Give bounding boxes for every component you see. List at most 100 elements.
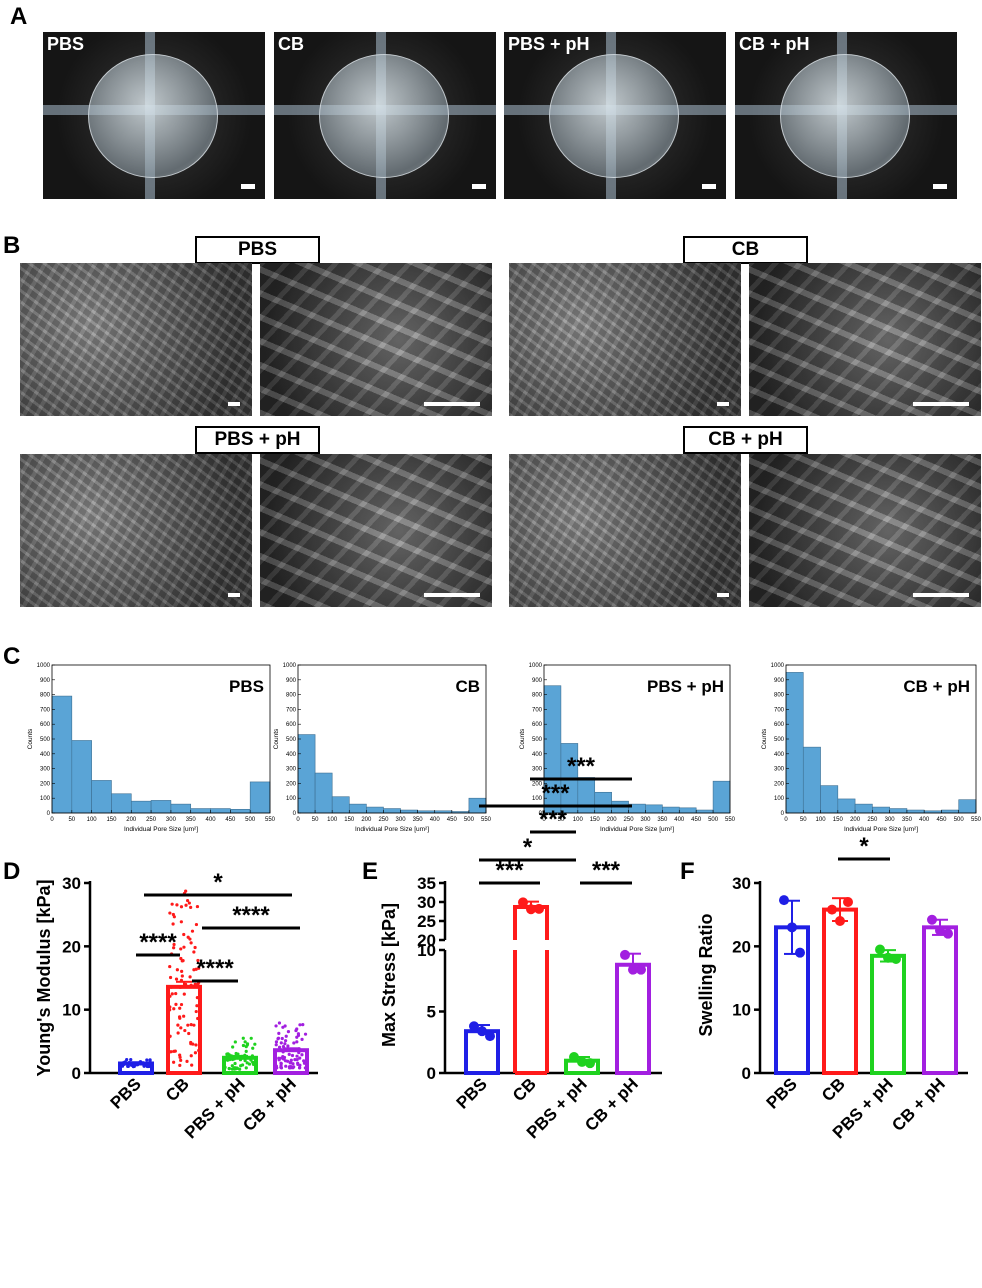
data-point <box>189 941 193 945</box>
data-point <box>235 1066 239 1070</box>
y-tick-label: 400 <box>532 752 543 758</box>
histogram-title: PBS <box>229 677 264 696</box>
histogram-bar <box>645 804 663 814</box>
histogram-bar <box>249 781 271 814</box>
data-point <box>179 905 184 909</box>
x-tick-label: 300 <box>396 817 407 823</box>
y-tick-label: 400 <box>286 752 297 758</box>
x-tick-label: 400 <box>919 817 930 823</box>
data-point <box>192 1023 196 1027</box>
y-tick-label: 20 <box>62 937 81 956</box>
data-point <box>292 1065 296 1069</box>
significance-label: **** <box>196 955 234 982</box>
histogram-bar <box>71 740 92 814</box>
y-tick-label: 100 <box>40 796 51 802</box>
y-tick-label: 600 <box>286 722 297 728</box>
y-tick-label: 0 <box>781 811 785 817</box>
y-tick-label: 800 <box>40 693 51 699</box>
data-point <box>176 1031 180 1035</box>
histogram-bar <box>91 780 112 814</box>
bar-pbs <box>118 1061 154 1075</box>
y-tick-label: 1000 <box>771 663 785 669</box>
data-point <box>286 1044 290 1048</box>
y-tick-label: 0 <box>427 1064 436 1083</box>
x-tick-label: 500 <box>708 817 719 823</box>
data-point <box>186 935 190 939</box>
data-point <box>284 1064 288 1068</box>
sem-label-pbs: PBS <box>195 236 320 264</box>
histogram-bar <box>662 806 680 814</box>
data-point <box>279 1041 283 1045</box>
y-tick-label: 20 <box>417 931 436 950</box>
panel-letter-d: D <box>3 858 21 885</box>
histogram-bar <box>872 806 890 814</box>
x-tick-label: 550 <box>481 817 492 823</box>
x-tick-label: 100 <box>87 817 98 823</box>
data-point <box>239 1064 243 1068</box>
x-tick-label: 450 <box>447 817 458 823</box>
data-point <box>189 1023 193 1027</box>
x-tick-label: 150 <box>106 817 117 823</box>
histogram-bar <box>854 803 873 814</box>
data-point <box>241 1036 245 1040</box>
data-point <box>569 1052 579 1063</box>
data-point <box>175 968 179 972</box>
data-point <box>177 1015 182 1019</box>
data-point <box>302 1059 306 1063</box>
x-tick-label: 300 <box>166 817 177 823</box>
data-point <box>274 1024 278 1028</box>
data-point <box>477 1026 487 1037</box>
x-category-label: PBS <box>107 1074 145 1112</box>
data-point <box>197 966 201 970</box>
scale-bar <box>241 184 255 189</box>
panel-letter-b: B <box>3 232 21 259</box>
data-point <box>174 977 179 981</box>
x-tick-label: 300 <box>885 817 896 823</box>
data-point <box>241 1043 246 1048</box>
significance-label: * <box>213 869 223 896</box>
data-point <box>469 1021 479 1032</box>
data-point <box>298 1063 302 1067</box>
x-tick-label: 0 <box>542 817 546 823</box>
data-point <box>230 1064 234 1068</box>
sem-image-cb-low <box>509 263 741 416</box>
photo-cb-ph: CB + pH <box>735 32 957 199</box>
data-point <box>245 1042 250 1046</box>
sem-label-cb: CB <box>683 236 808 264</box>
sem-image-pbs-ph-low <box>20 454 252 607</box>
y-tick-label: 0 <box>293 811 297 817</box>
data-point <box>172 915 176 919</box>
significance-label: **** <box>232 902 270 929</box>
data-point <box>227 1067 231 1071</box>
y-tick-label: 600 <box>40 722 51 728</box>
data-point <box>188 975 192 979</box>
sem-image-cb-ph-high <box>749 454 981 607</box>
histogram-bar <box>785 672 804 814</box>
data-point <box>194 1043 198 1047</box>
y-tick-label: 800 <box>286 693 297 699</box>
data-point <box>168 975 173 980</box>
y-tick-label: 300 <box>286 767 297 773</box>
data-point <box>298 1066 302 1070</box>
data-point <box>178 1055 182 1059</box>
data-point <box>300 1037 304 1041</box>
y-tick-label: 900 <box>40 678 51 684</box>
x-tick-label: 200 <box>361 817 372 823</box>
histogram-bar <box>130 800 152 814</box>
significance-label: *** <box>541 780 570 807</box>
y-axis-label: Counts <box>273 728 280 749</box>
data-point <box>172 946 176 950</box>
data-point <box>277 1021 282 1025</box>
sem-image-cb-ph-low <box>509 454 741 607</box>
data-point <box>192 950 196 954</box>
x-tick-label: 150 <box>833 817 844 823</box>
x-tick-label: 100 <box>573 817 584 823</box>
histogram-bar <box>348 803 367 814</box>
x-tick-label: 250 <box>378 817 389 823</box>
y-tick-label: 10 <box>62 1001 81 1020</box>
data-point <box>795 947 805 958</box>
x-tick-label: 100 <box>816 817 827 823</box>
y-tick-label: 0 <box>47 811 51 817</box>
sem-image-pbs-low <box>20 263 252 416</box>
data-point <box>183 1028 187 1033</box>
